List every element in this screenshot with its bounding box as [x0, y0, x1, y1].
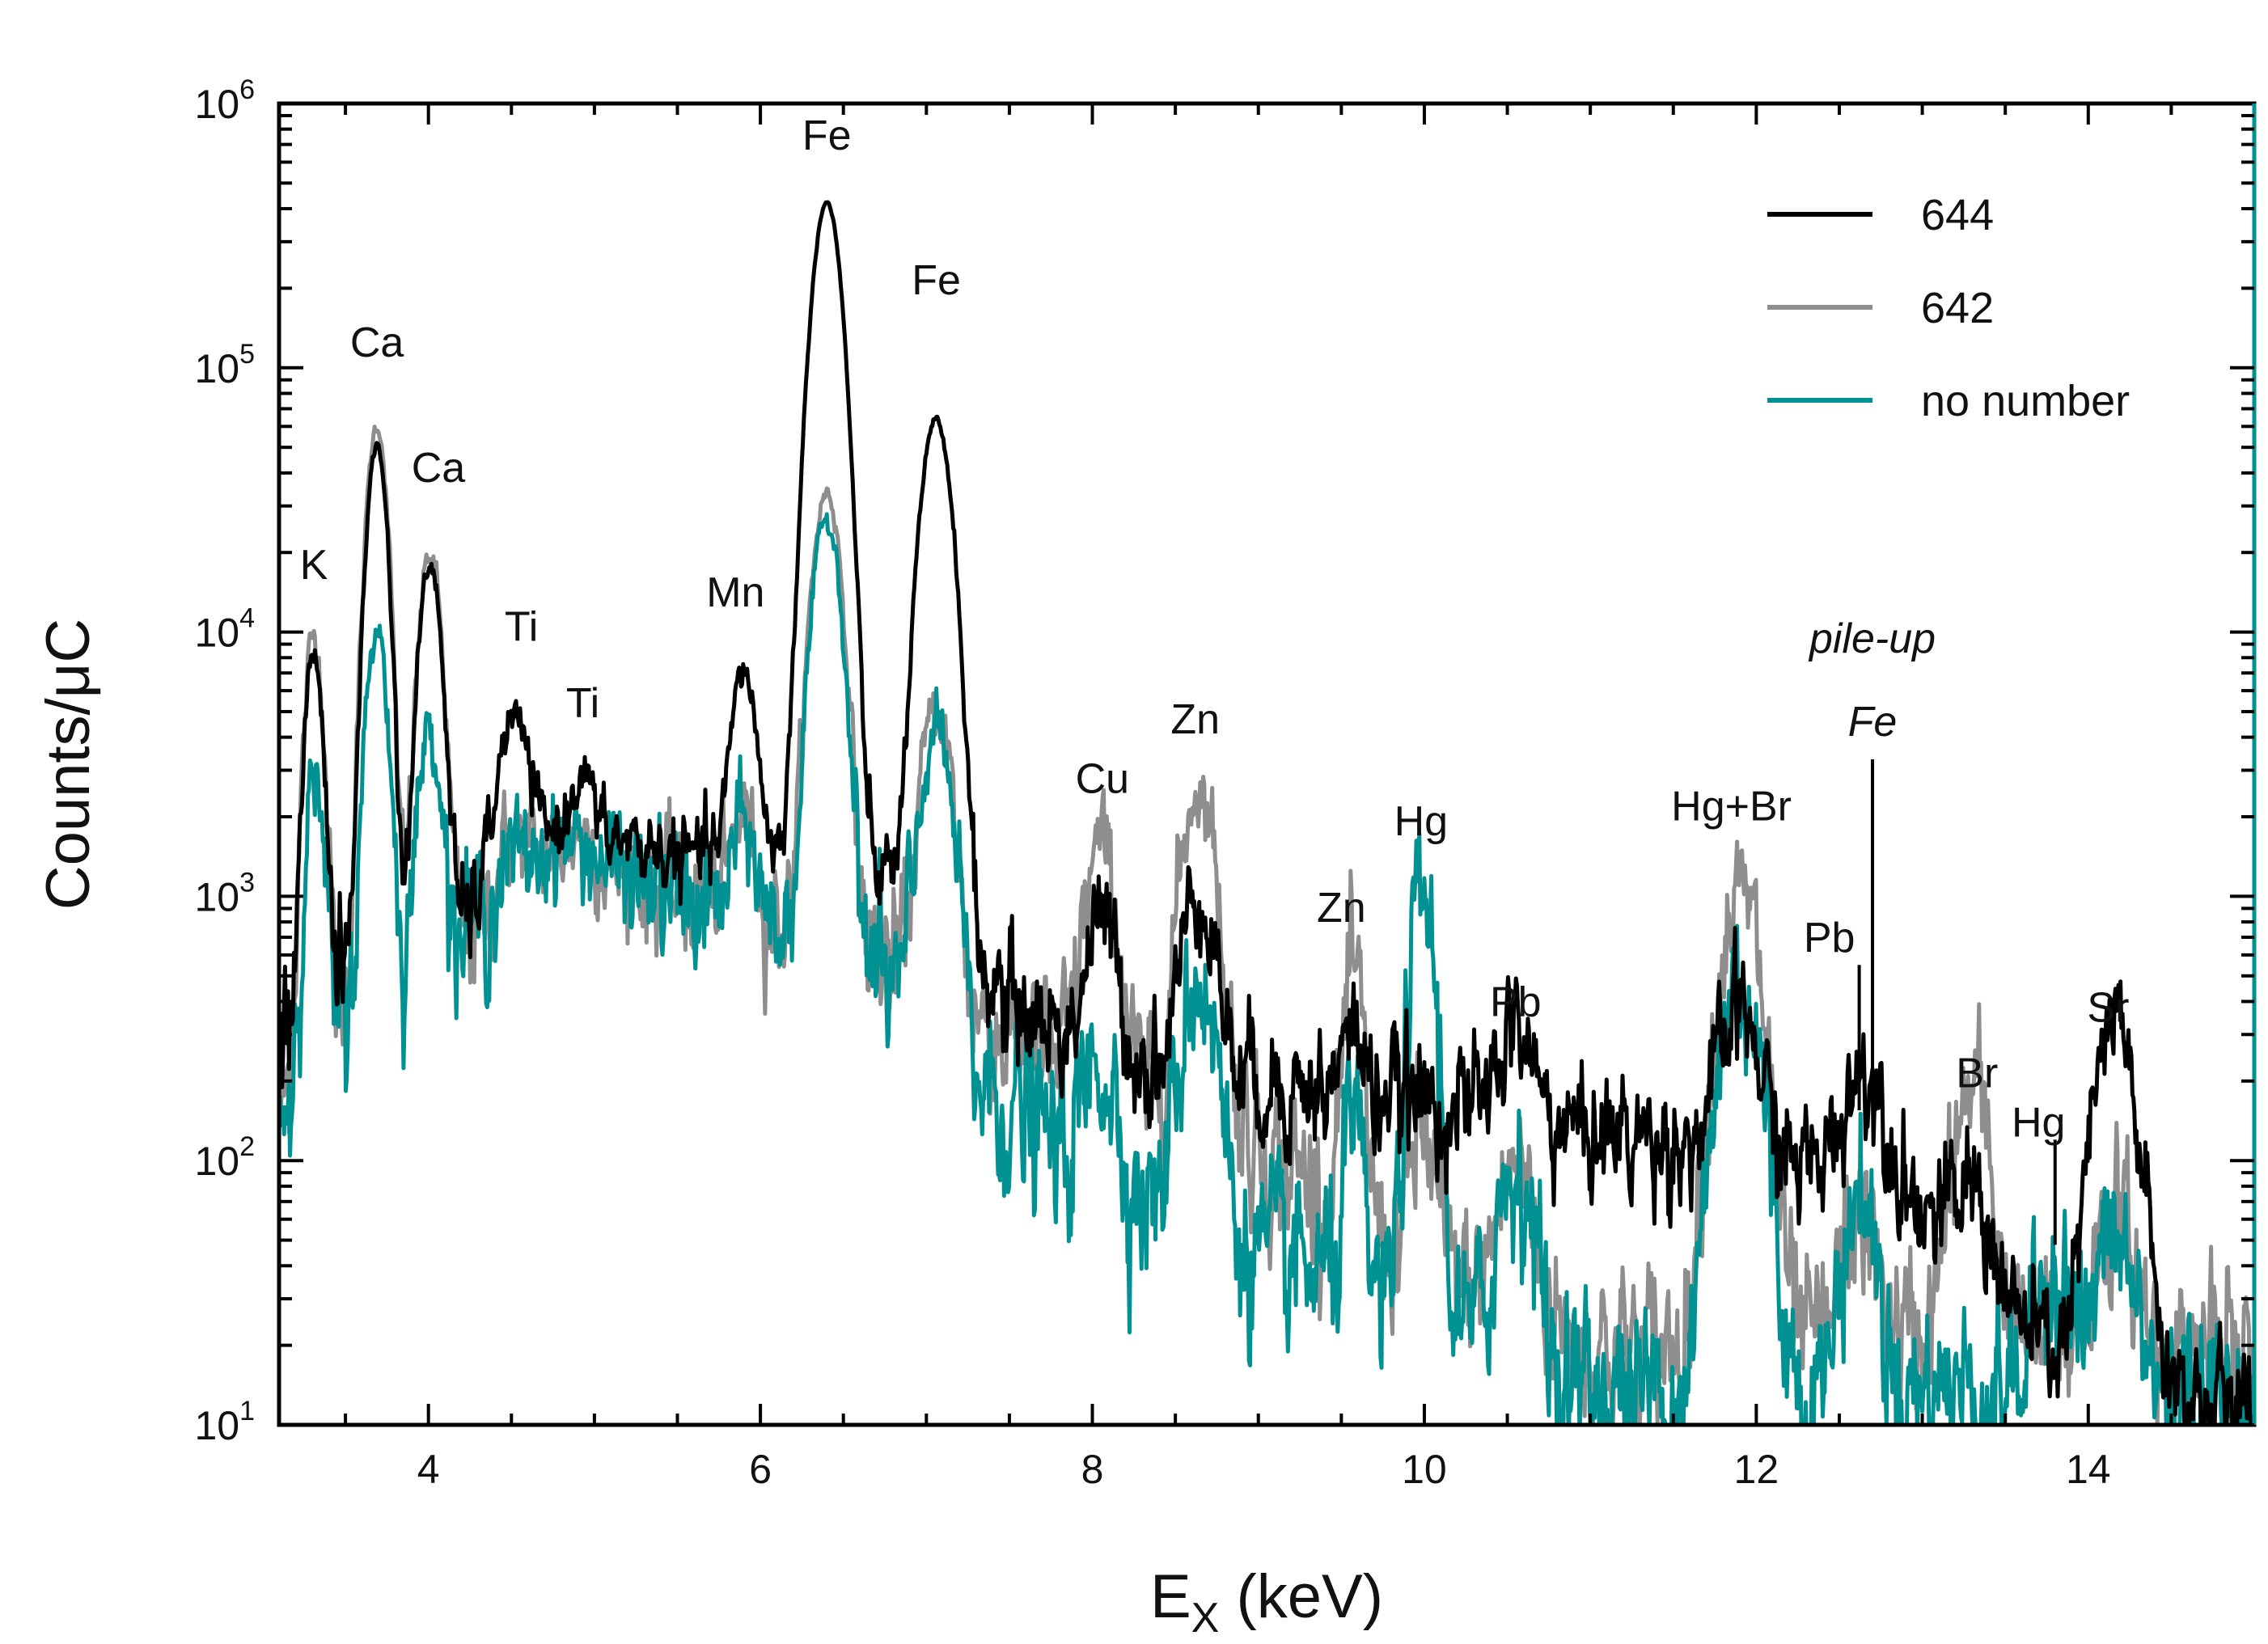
series-line-no-number: [279, 512, 2254, 1425]
series-line-644: [279, 200, 2253, 1425]
peak-label-zn-2: Zn: [1317, 885, 1366, 932]
y-tick-base: 10: [194, 82, 239, 127]
y-tick-exponent: 4: [239, 603, 255, 634]
peak-label-ti-2: Ti: [566, 680, 599, 727]
peak-label-hg-2: Hg: [2012, 1099, 2065, 1146]
peak-label-mn: Mn: [706, 569, 764, 616]
x-axis-title: EX (keV): [1150, 1562, 1383, 1642]
y-tick-exponent: 3: [239, 867, 255, 898]
y-tick-label: 106: [194, 74, 255, 127]
y-tick-label: 104: [194, 603, 255, 656]
series-layer: [279, 200, 2254, 1425]
x-tick-label: 6: [749, 1447, 772, 1492]
y-tick-base: 10: [194, 611, 239, 656]
peak-label-ca-2: Ca: [412, 445, 466, 492]
legend-item-642: 642: [1767, 284, 1994, 332]
peak-label-pb-1: Pb: [1490, 978, 1542, 1025]
peak-label-fe-2: Fe: [912, 257, 961, 304]
legend-label: no number: [1921, 377, 2130, 425]
y-tick-base: 10: [194, 1403, 239, 1448]
y-tick-exponent: 2: [239, 1131, 255, 1162]
y-tick-label: 103: [194, 867, 255, 919]
y-tick-label: 102: [194, 1131, 255, 1184]
y-tick-exponent: 5: [239, 339, 255, 370]
y-tick-base: 10: [194, 1139, 239, 1184]
x-tick-label: 12: [1734, 1447, 1779, 1492]
peak-label-k: K: [300, 542, 328, 589]
y-tick-base: 10: [194, 346, 239, 391]
peak-label-hg-1: Hg: [1394, 798, 1448, 845]
peak-label-br: Br: [1956, 1050, 1998, 1097]
y-tick-exponent: 6: [239, 74, 255, 105]
legend-item-no-number: no number: [1767, 377, 2130, 425]
x-tick-label: 8: [1081, 1447, 1104, 1492]
legend-label: 642: [1921, 284, 1994, 332]
peak-label-hg-br: Hg+Br: [1671, 783, 1792, 830]
peak-label-sr: Sr: [2087, 985, 2129, 1032]
peak-label-ti-1: Ti: [505, 604, 538, 651]
x-axis-title-main: E: [1150, 1562, 1191, 1631]
legend-item-644: 644: [1767, 191, 1994, 239]
legend: 644 642 no number: [1767, 191, 2130, 425]
y-tick-exponent: 1: [239, 1396, 255, 1426]
peak-label-ca-1: Ca: [350, 319, 404, 366]
x-tick-label: 10: [1402, 1447, 1447, 1492]
x-axis-title-sub: X: [1191, 1595, 1220, 1642]
y-tick-base: 10: [194, 874, 239, 919]
peak-label-zn-1: Zn: [1170, 696, 1220, 743]
x-axis-title-rest: (keV): [1219, 1562, 1383, 1631]
legend-label: 644: [1921, 191, 1994, 239]
peak-label-fe-1: Fe: [802, 112, 852, 159]
peak-label-fe-pileup: Fe: [1848, 699, 1898, 746]
x-tick-label: 14: [2066, 1447, 2111, 1492]
peak-label-pile-up: pile-up: [1808, 615, 1936, 662]
series-group: [279, 200, 2254, 1425]
y-tick-label: 101: [194, 1396, 255, 1448]
peak-label-cu: Cu: [1076, 755, 1129, 802]
y-tick-label: 105: [194, 339, 255, 391]
x-tick-label: 4: [417, 1447, 440, 1492]
annotation-layer: K Ca Ca Ti Ti Mn Fe Fe Cu Zn Zn Hg Pb Hg+Br Pb pile-up F…: [300, 112, 2129, 1245]
y-axis-title: Counts/μC: [34, 619, 103, 911]
peak-label-pb-2: Pb: [1804, 915, 1855, 961]
